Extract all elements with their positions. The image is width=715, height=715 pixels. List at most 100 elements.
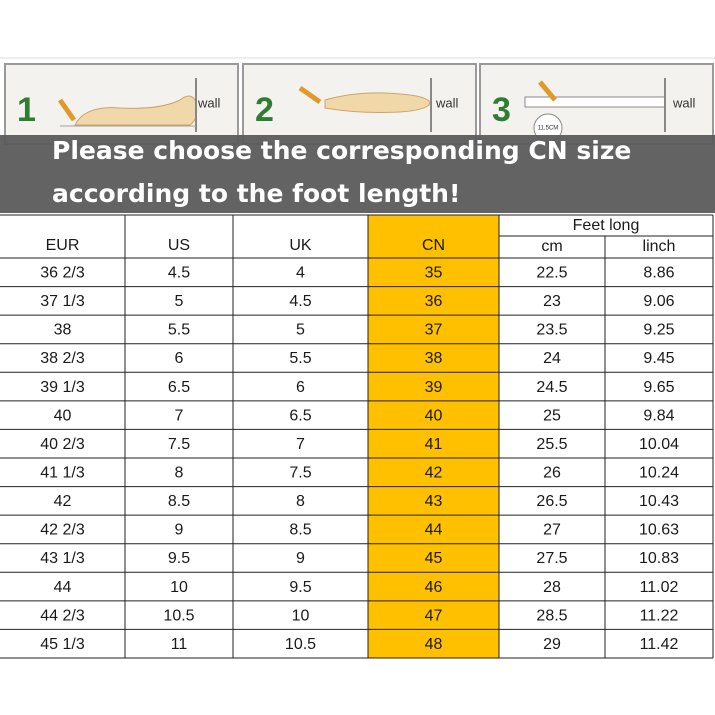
table-cell: 26: [543, 465, 561, 482]
wall-label: wall: [672, 95, 696, 110]
table-cell: 44: [54, 579, 72, 596]
table-cell: 36: [425, 293, 443, 310]
table-cell: 27.5: [536, 550, 567, 567]
table-cell: 10.24: [639, 465, 679, 482]
table-cell: 45 1/3: [40, 636, 85, 653]
table-cell: 8.5: [289, 522, 311, 539]
step-number: 3: [492, 91, 511, 129]
table-cell: 10.5: [285, 636, 316, 653]
table-cell: 6: [175, 350, 184, 367]
table-cell: 6.5: [168, 379, 190, 396]
table-cell: 43 1/3: [40, 550, 85, 567]
table-cell: 26.5: [536, 493, 567, 510]
table-cell: 35: [425, 265, 443, 282]
banner: [0, 135, 715, 213]
banner-text: according to the foot length!: [52, 179, 460, 208]
table-cell: 39: [425, 379, 443, 396]
table-cell: 24.5: [536, 379, 567, 396]
table-cell: 25: [543, 407, 561, 424]
table-cell: 42: [54, 493, 72, 510]
table-cell: 10.5: [163, 607, 194, 624]
table-cell: 27: [543, 522, 561, 539]
banner-text: Please choose the corresponding CN size: [52, 136, 631, 165]
table-cell: 28.5: [536, 607, 567, 624]
table-cell: 6.5: [289, 407, 311, 424]
panel: [4, 63, 239, 145]
step-number: 1: [17, 91, 36, 129]
table-cell: 5.5: [168, 322, 190, 339]
column-header: EUR: [46, 237, 80, 254]
table-cell: 23.5: [536, 322, 567, 339]
column-header: CN: [422, 237, 445, 254]
table-cell: 7: [296, 436, 305, 453]
table-cell: 10.04: [639, 436, 679, 453]
ruler-label: 11.5CM: [538, 126, 559, 132]
table-cell: 8.5: [168, 493, 190, 510]
wall-label: wall: [197, 95, 221, 110]
sub-header: cm: [541, 238, 562, 255]
table-cell: 9.25: [643, 322, 674, 339]
table-cell: 40 2/3: [40, 436, 85, 453]
group-header: Feet long: [573, 217, 640, 234]
table-cell: 4.5: [289, 293, 311, 310]
table-cell: 9.5: [289, 579, 311, 596]
table-cell: 45: [425, 550, 443, 567]
table-cell: 9.65: [643, 379, 674, 396]
table-cell: 42: [425, 465, 443, 482]
table-cell: 47: [425, 607, 443, 624]
table-cell: 10.63: [639, 522, 679, 539]
table-cell: 38 2/3: [40, 350, 85, 367]
table-cell: 44 2/3: [40, 607, 85, 624]
panel: [479, 63, 714, 145]
table-cell: 10.43: [639, 493, 679, 510]
table-cell: 9.84: [643, 407, 674, 424]
step-number: 2: [255, 91, 274, 129]
table-cell: 4: [296, 265, 305, 282]
cn-highlight: [368, 215, 499, 658]
table-cell: 9.45: [643, 350, 674, 367]
column-header: UK: [289, 237, 312, 254]
table-cell: 9.5: [168, 550, 190, 567]
table-cell: 8: [296, 493, 305, 510]
table-cell: 11: [171, 636, 188, 653]
table-cell: 40: [54, 407, 72, 424]
table-cell: 10: [292, 607, 310, 624]
table-cell: 11.42: [640, 636, 679, 653]
sub-header: linch: [643, 238, 676, 255]
table-cell: 36 2/3: [40, 265, 85, 282]
table-cell: 7.5: [168, 436, 190, 453]
table-cell: 10.83: [639, 550, 679, 567]
table-cell: 9: [296, 550, 305, 567]
table-cell: 29: [543, 636, 561, 653]
table-cell: 46: [425, 579, 443, 596]
table-cell: 37: [425, 322, 443, 339]
table-cell: 40: [425, 407, 443, 424]
table-cell: 23: [543, 293, 561, 310]
wall-label: wall: [435, 95, 459, 110]
table-cell: 44: [425, 522, 443, 539]
table-cell: 42 2/3: [40, 522, 85, 539]
table-cell: 8: [175, 465, 184, 482]
table-cell: 10: [170, 579, 188, 596]
table-cell: 28: [543, 579, 561, 596]
table-cell: 39 1/3: [40, 379, 85, 396]
table-cell: 8.86: [643, 265, 674, 282]
table-cell: 5.5: [289, 350, 311, 367]
table-cell: 7.5: [289, 465, 311, 482]
table-cell: 9: [175, 522, 184, 539]
table-cell: 43: [425, 493, 443, 510]
table-cell: 22.5: [536, 265, 567, 282]
table-cell: 11.22: [640, 607, 679, 624]
table-cell: 11.02: [640, 579, 679, 596]
table-cell: 9.06: [643, 293, 674, 310]
table-cell: 4.5: [168, 265, 190, 282]
table-cell: 37 1/3: [40, 293, 85, 310]
table-cell: 24: [543, 350, 561, 367]
table-cell: 5: [175, 293, 184, 310]
table-cell: 25.5: [536, 436, 567, 453]
column-header: US: [168, 237, 190, 254]
table-cell: 41: [425, 436, 443, 453]
table-cell: 48: [425, 636, 443, 653]
table-cell: 5: [296, 322, 305, 339]
